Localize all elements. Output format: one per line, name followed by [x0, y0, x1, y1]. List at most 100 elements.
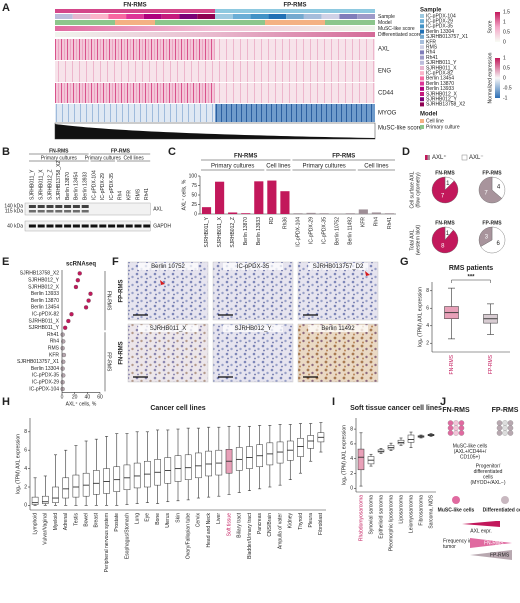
significance-bracket [451, 279, 491, 283]
x-tick-label: IC-pPDX-35 [321, 217, 327, 244]
y-tick-label: 6 [350, 441, 353, 447]
x-tick-label: Synovial sarcoma [368, 495, 374, 535]
blot-band [125, 224, 133, 228]
bar [358, 209, 368, 214]
colorbar-tick: -0.5 [503, 85, 512, 91]
sample-block [339, 14, 358, 19]
cell-icon [501, 496, 509, 504]
x-tick-label: Epithelioid sarcoma [378, 495, 384, 539]
lane-label: Berlin 13454 [74, 172, 80, 200]
bar [306, 212, 316, 214]
panel-label: B [2, 146, 10, 158]
image-caption: Berlin 11492 [321, 326, 355, 332]
lane-label: SJRHB011_X [39, 169, 45, 200]
legend-label: AXL⁻ [469, 155, 484, 161]
dot [60, 380, 65, 385]
box [195, 452, 202, 479]
row-label: CD44 [378, 91, 394, 97]
blot-band [81, 205, 89, 208]
x-tick-label: Cervix [196, 513, 202, 528]
box [41, 495, 49, 504]
x-tick-label: Esophagus/Stomach [124, 513, 130, 559]
x-tick-label: Uterus [165, 513, 171, 528]
y-tick-label: 8 [426, 288, 429, 294]
y-tick-label: Rh41 [47, 332, 59, 338]
y-tick-label: IC-pPDX-29 [32, 380, 59, 386]
micrograph [297, 261, 379, 321]
sample-block [286, 14, 304, 19]
legend-label: Primary culture [426, 124, 460, 130]
legend-swatch [420, 97, 424, 102]
image-caption: Berlin 10752 [151, 264, 185, 270]
callout-text: cells [483, 474, 494, 480]
bar [384, 213, 395, 214]
blot-band [116, 224, 124, 228]
sample-block [250, 14, 269, 19]
callout-text: MuSC-like cells [453, 443, 488, 449]
panel-label: C [168, 146, 176, 158]
panel-label: I [332, 396, 335, 408]
caption-bg [308, 325, 368, 332]
heat-block [55, 104, 215, 122]
sample-block [90, 14, 109, 19]
caption-bg [308, 263, 368, 270]
bar [345, 213, 355, 214]
micrograph [212, 323, 294, 383]
x-tick-label: Liver [216, 513, 222, 524]
legend-swatch [420, 125, 424, 129]
legend-swatch [420, 81, 424, 86]
legend-swatch [420, 92, 424, 96]
legend-swatch [420, 76, 424, 81]
colorbar-tick: 0.5 [503, 65, 510, 71]
cell-icon [447, 430, 454, 436]
panel-label: A [2, 2, 10, 14]
blot-band [143, 224, 151, 228]
model-band [115, 20, 155, 25]
dot [83, 305, 89, 310]
legend-label: SJRHB011_Y [426, 60, 457, 66]
cell-icon [458, 420, 465, 426]
colorbar-tick: -1 [503, 95, 508, 101]
dot [86, 298, 91, 303]
legend-title: Model [420, 112, 438, 118]
legend-swatch [461, 154, 468, 161]
y-tick-label: KFR [49, 352, 59, 358]
colorbar-tick: 0 [503, 75, 506, 81]
x-tick-label: Berlin 10752 [335, 217, 341, 245]
x-tick-label: Rh41 [387, 217, 393, 229]
group-bar [215, 9, 375, 13]
bar [201, 207, 212, 214]
chart-title: Cancer cell lines [150, 405, 205, 412]
colorbar-title: Score [487, 20, 493, 33]
bar [254, 181, 264, 214]
frequency-wedge [470, 538, 512, 548]
dot [88, 291, 93, 296]
group-header: FP-RMS [284, 3, 307, 9]
image-caption: SJRHB011_X [150, 326, 187, 332]
frequency-label: Frequency in [443, 538, 472, 544]
x-tick-label: RD [269, 217, 275, 225]
x-tick-label: Ampulla of vater [277, 513, 283, 549]
cell-icon [453, 430, 459, 436]
x-tick-label: 20 [72, 395, 78, 401]
dot [60, 332, 65, 337]
x-tick-label: Biliary tract [237, 512, 243, 537]
blot-band [72, 205, 80, 208]
blot-band [81, 224, 89, 228]
wedge-label: FN-RMS [484, 540, 504, 546]
legend-swatch [425, 155, 428, 160]
slice-label: 7 [441, 194, 445, 200]
heat-block [55, 39, 215, 60]
lane-label: Rh4 [118, 191, 124, 200]
box [205, 450, 212, 477]
cell-icon [507, 430, 514, 436]
heat-block [215, 83, 375, 103]
dot [60, 346, 65, 351]
legend-label: IC-pPDX-35 [426, 24, 453, 30]
blot-band [37, 205, 45, 208]
x-tick-label: Prostate [114, 513, 120, 532]
box [72, 474, 80, 498]
group-label: FN-RMS [106, 291, 112, 311]
y-tick-label: 50 [191, 192, 197, 198]
